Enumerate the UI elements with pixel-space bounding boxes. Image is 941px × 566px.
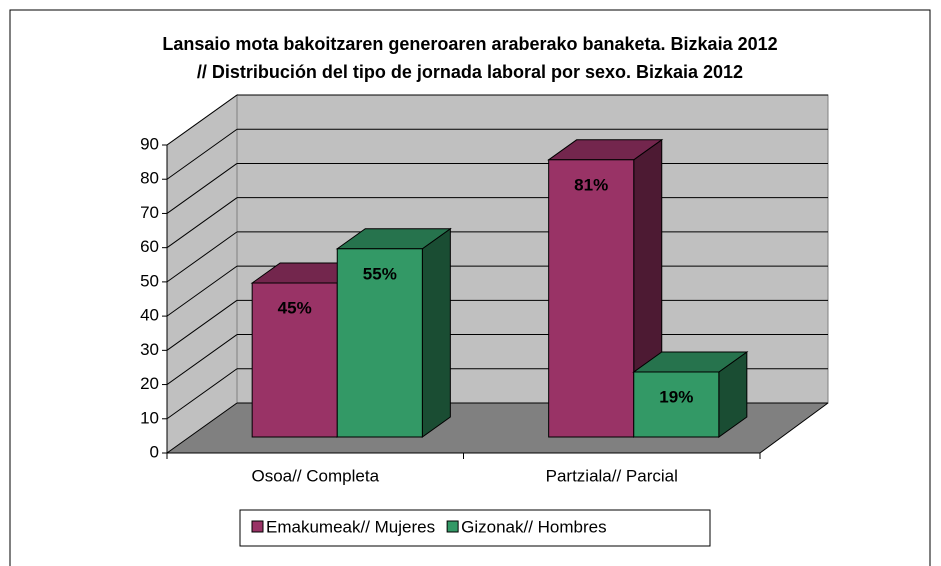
grid-line (166, 299, 238, 351)
y-tick-label: 10 (140, 408, 159, 427)
y-tick-label: 0 (150, 442, 159, 461)
grid-line (166, 94, 238, 146)
legend-label: Gizonak// Hombres (461, 517, 607, 536)
x-tick-label: Osoa// Completa (251, 466, 379, 485)
bar: 55% (335, 227, 452, 438)
data-label: 45% (278, 298, 312, 317)
y-tick-label: 40 (140, 306, 159, 325)
x-tick-label: Partziala// Parcial (546, 466, 678, 485)
floor-edge (759, 402, 829, 454)
y-tick-label: 30 (140, 340, 159, 359)
y-tick-label: 80 (140, 169, 159, 188)
bar: 19% (632, 351, 749, 438)
grid-line (166, 265, 238, 317)
grid-line (166, 128, 238, 180)
grid-line (166, 334, 238, 385)
chart-subtitle: // Distribución del tipo de jornada labo… (197, 62, 743, 82)
frame (9, 9, 931, 566)
bar-front (548, 159, 635, 438)
chart-title: Lansaio mota bakoitzaren generoaren arab… (162, 34, 777, 54)
y-tick-label: 70 (140, 203, 159, 222)
bar-front (336, 248, 423, 438)
y-tick-label: 20 (140, 374, 159, 393)
data-label: 81% (574, 175, 608, 194)
grid-line (166, 163, 238, 214)
grid-line (166, 197, 238, 249)
data-label: 19% (659, 387, 693, 406)
y-tick-label: 60 (140, 237, 159, 256)
y-tick-label: 50 (140, 271, 159, 290)
grid-line (166, 231, 238, 283)
legend (239, 509, 711, 547)
grid-line (166, 402, 238, 454)
bar-front (251, 282, 338, 438)
legend-swatch (251, 520, 264, 533)
legend-label: Emakumeak// Mujeres (266, 517, 435, 536)
y-tick-label: 90 (140, 134, 159, 153)
data-label: 55% (363, 264, 397, 283)
bar-front (633, 371, 720, 438)
legend-swatch (446, 520, 459, 533)
grid-line (166, 368, 238, 420)
bar: 81% (547, 138, 664, 438)
bar-side (421, 227, 451, 438)
